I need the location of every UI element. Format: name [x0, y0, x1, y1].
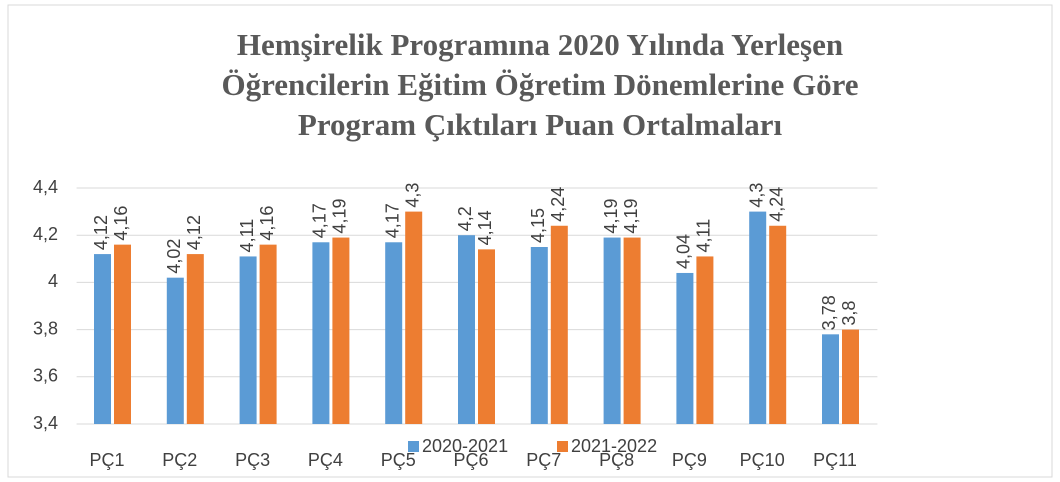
bar	[550, 225, 568, 424]
x-tick-label: PÇ7	[526, 450, 561, 470]
bar	[769, 225, 787, 424]
bar	[405, 211, 423, 424]
bar	[385, 242, 403, 424]
data-label: 4,11	[694, 219, 714, 253]
chart-title: Öğrencilerin Eğitim Öğretim Dönemlerine …	[221, 67, 858, 102]
data-label: 4,17	[310, 203, 330, 238]
x-tick-label: PÇ8	[599, 450, 634, 470]
data-label: 4,14	[475, 210, 495, 245]
y-tick-label: 3,4	[33, 413, 58, 433]
bar	[166, 277, 184, 424]
x-tick-label: PÇ3	[235, 450, 270, 470]
data-label: 4,24	[766, 187, 786, 222]
legend-swatch	[557, 441, 568, 452]
x-tick-label: PÇ5	[381, 450, 416, 470]
x-tick-label: PÇ10	[740, 450, 785, 470]
x-tick-label: PÇ4	[308, 450, 343, 470]
data-label: 4,12	[91, 215, 111, 250]
bar	[114, 244, 131, 424]
data-label: 4,02	[164, 239, 184, 274]
bar	[842, 329, 859, 424]
bar	[696, 256, 714, 424]
data-label: 4,3	[402, 183, 422, 208]
bar	[312, 242, 330, 424]
y-tick-label: 4,2	[33, 224, 58, 244]
bar	[332, 237, 350, 424]
data-label: 4,12	[184, 215, 204, 250]
x-tick-label: PÇ9	[672, 450, 707, 470]
legend-label: 2021-2022	[571, 436, 657, 456]
legend-label: 2020-2021	[422, 436, 508, 456]
bar	[822, 334, 839, 424]
y-tick-label: 3,6	[33, 366, 58, 386]
bar	[623, 237, 641, 424]
data-label: 4,16	[257, 206, 277, 241]
data-label: 3,8	[839, 301, 859, 326]
bar	[530, 247, 548, 424]
bar	[186, 254, 204, 424]
data-label: 3,78	[819, 295, 839, 330]
y-tick-label: 4	[48, 271, 58, 291]
x-tick-label: PÇ11	[813, 450, 857, 470]
data-label: 4,11	[237, 219, 257, 253]
x-tick-label: PÇ6	[453, 450, 488, 470]
data-label: 4,04	[674, 234, 694, 269]
data-label: 4,19	[621, 199, 641, 234]
data-label: 4,15	[528, 208, 548, 243]
data-label: 4,3	[746, 183, 766, 208]
data-label: 4,17	[382, 203, 402, 238]
bar	[603, 237, 621, 424]
x-tick-label: PÇ2	[162, 450, 197, 470]
y-tick-label: 3,8	[33, 318, 58, 338]
bar	[676, 272, 694, 424]
data-label: 4,19	[330, 199, 350, 234]
data-label: 4,19	[601, 199, 621, 234]
bar	[94, 254, 111, 424]
bar	[478, 249, 495, 424]
bar	[458, 235, 475, 424]
data-label: 4,24	[548, 187, 568, 222]
chart-title: Hemşirelik Programına 2020 Yılında Yerle…	[237, 27, 843, 62]
bar	[259, 244, 277, 424]
x-tick-label: PÇ1	[89, 450, 124, 470]
y-tick-label: 4,4	[33, 177, 58, 197]
bar	[239, 256, 257, 424]
chart-title: Program Çıktıları Puan Ortalmaları	[298, 107, 783, 142]
bar	[749, 211, 767, 424]
data-label: 4,16	[111, 206, 131, 241]
data-label: 4,2	[455, 206, 475, 231]
legend-swatch	[408, 441, 419, 452]
